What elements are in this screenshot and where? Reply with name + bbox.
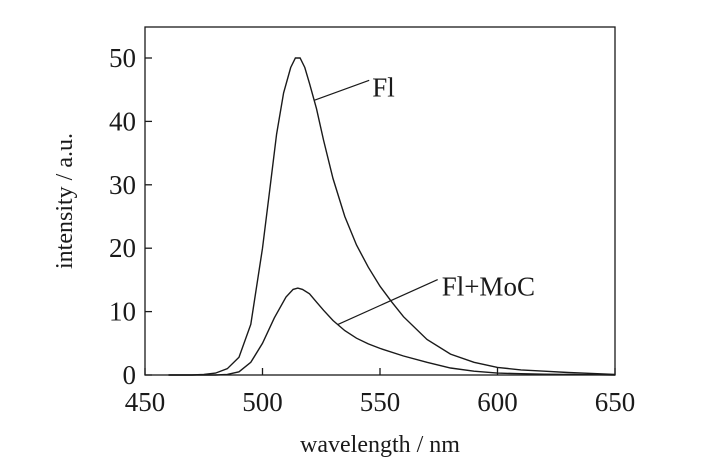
x-tick-label-650: 650: [595, 387, 636, 417]
y-tick-label-10: 10: [109, 297, 136, 327]
series-lines: [168, 57, 616, 376]
y-axis-title: intensity / a.u.: [52, 133, 78, 269]
annotation-leader-1: [337, 278, 438, 326]
y-tick-label-30: 30: [109, 170, 136, 200]
y-tick-label-0: 0: [123, 360, 137, 390]
x-tick-label-500: 500: [242, 387, 283, 417]
annotation-label-1: Fl+MoC: [442, 272, 535, 302]
y-tick-label-20: 20: [109, 233, 136, 263]
x-tick-label-550: 550: [360, 387, 401, 417]
y-tick-label-40: 40: [109, 106, 136, 136]
annotation-label-0: Fl: [372, 72, 395, 102]
axis-tick-labels: 450 500 550 600 650 0 10 20 30 40 50: [109, 43, 635, 417]
series-annotations: Fl Fl+MoC: [313, 72, 535, 326]
annotation-leader-0: [313, 79, 370, 101]
x-axis-title: wavelength / nm: [300, 432, 460, 458]
x-tick-label-600: 600: [477, 387, 518, 417]
axis-ticks: [144, 57, 616, 376]
y-tick-label-50: 50: [109, 43, 136, 73]
series-line-0: [168, 57, 616, 376]
series-line-1: [168, 287, 616, 376]
x-tick-label-450: 450: [125, 387, 166, 417]
